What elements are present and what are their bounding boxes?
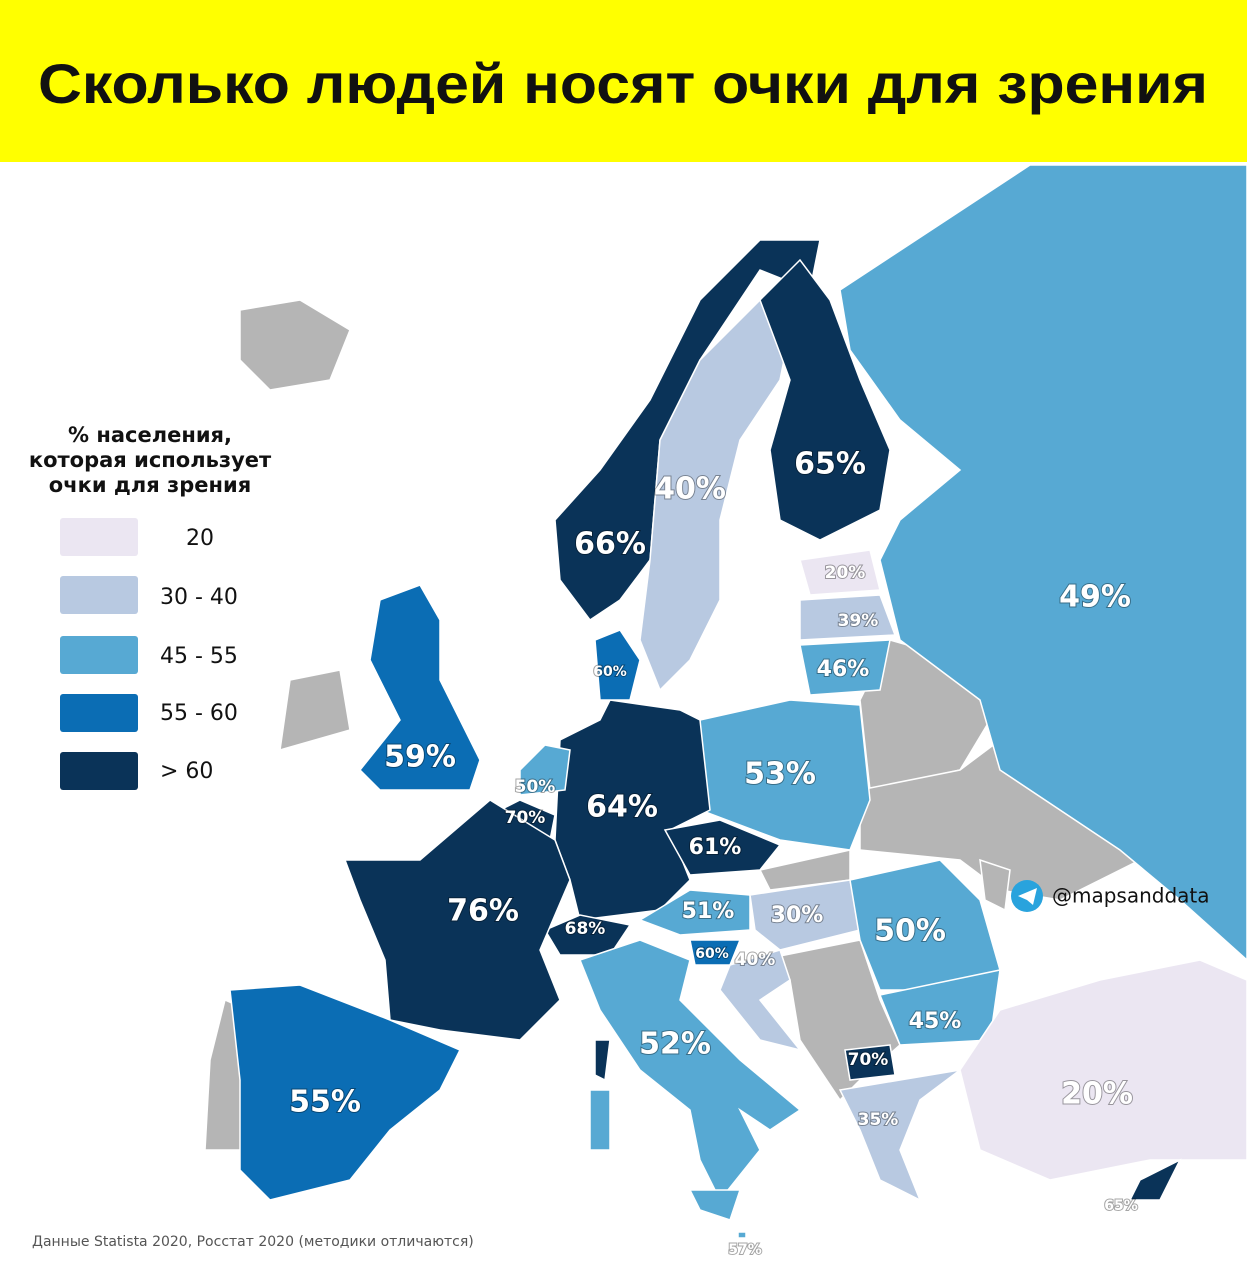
sweden (639, 298, 791, 692)
region-label: 40% (735, 950, 776, 970)
region-label: 65% (794, 447, 866, 482)
region-label: 55% (289, 1085, 361, 1120)
finland (759, 258, 891, 541)
region-label: 59% (384, 740, 456, 775)
legend-label: 20 (186, 526, 214, 551)
region-label: 57% (728, 1242, 762, 1258)
region-label: 20% (825, 563, 866, 583)
region-label: 51% (682, 899, 735, 924)
netherlands (519, 744, 571, 796)
sicily (688, 1189, 742, 1221)
north-macedonia (844, 1044, 896, 1081)
legend-title: % населения, (68, 423, 232, 447)
greece (838, 1069, 961, 1202)
legend-swatch (60, 752, 138, 790)
telegram-plane (1018, 888, 1037, 905)
region-label: 50% (874, 914, 946, 949)
norway (554, 239, 821, 622)
region-label: 60% (695, 946, 729, 962)
czechia (663, 819, 782, 876)
legend-label: 45 - 55 (160, 644, 238, 669)
source: Данные Statista 2020, Росстат 2020 (мето… (32, 1234, 474, 1250)
moldova (979, 858, 1011, 912)
region-label: 52% (639, 1027, 711, 1062)
uk (358, 584, 481, 791)
region-label: 53% (744, 757, 816, 792)
switzerland (543, 914, 632, 956)
legend-label: > 60 (160, 759, 213, 784)
lithuania (799, 639, 891, 696)
turkey (959, 959, 1247, 1181)
region-label: 35% (858, 1110, 899, 1130)
legend: % населения, которая использует очки для… (29, 423, 272, 790)
region-label: 20% (1061, 1077, 1133, 1112)
region-label: 30% (771, 903, 824, 928)
watermark: @mapsanddata (1011, 880, 1210, 912)
legend-swatch (60, 576, 138, 614)
legend-swatch (60, 694, 138, 732)
legend-title: которая использует (29, 448, 272, 472)
latvia (799, 594, 897, 641)
region-label: 61% (689, 835, 742, 860)
region-label: 46% (817, 657, 870, 682)
region-label: 64% (586, 790, 658, 825)
legend-label: 55 - 60 (160, 701, 238, 726)
region-label: 39% (838, 611, 879, 631)
region-label: 68% (565, 919, 606, 939)
region-label: 45% (909, 1009, 962, 1034)
croatia (719, 949, 802, 1052)
poland (699, 699, 871, 851)
region-label: 49% (1059, 580, 1131, 615)
region-label: 65% (1104, 1198, 1138, 1214)
malta (737, 1231, 747, 1239)
austria (638, 889, 751, 936)
region-label: 66% (574, 527, 646, 562)
ireland (279, 669, 351, 752)
legend-swatch (60, 636, 138, 674)
region-label: 40% (654, 472, 726, 507)
estonia (799, 549, 881, 596)
denmark (594, 629, 641, 701)
region-labels: 49% 66% 40% 65% 20% 39% 46% 53% 64% 60% … (288, 446, 1139, 1260)
region-label: 50% (515, 777, 556, 797)
region-label: 70% (848, 1050, 889, 1070)
italy (579, 939, 802, 1202)
legend-label: 30 - 40 (160, 585, 238, 610)
region-label: 76% (447, 894, 519, 929)
region-label: 70% (505, 808, 546, 828)
legend-swatch (60, 518, 138, 556)
france (343, 799, 571, 1041)
title: Сколько людей носят очки для зрения (38, 52, 1208, 115)
cyprus (1128, 1158, 1182, 1201)
legend-title: очки для зрения (49, 473, 251, 497)
corsica (594, 1039, 611, 1082)
region-label: 60% (593, 664, 627, 680)
sardinia (589, 1089, 611, 1151)
russia (839, 164, 1247, 962)
countries (229, 164, 1247, 1239)
spain (229, 984, 462, 1201)
hungary (749, 879, 861, 951)
iceland (239, 299, 351, 391)
header-bar (0, 0, 1247, 162)
watermark-text: @mapsanddata (1052, 884, 1210, 908)
